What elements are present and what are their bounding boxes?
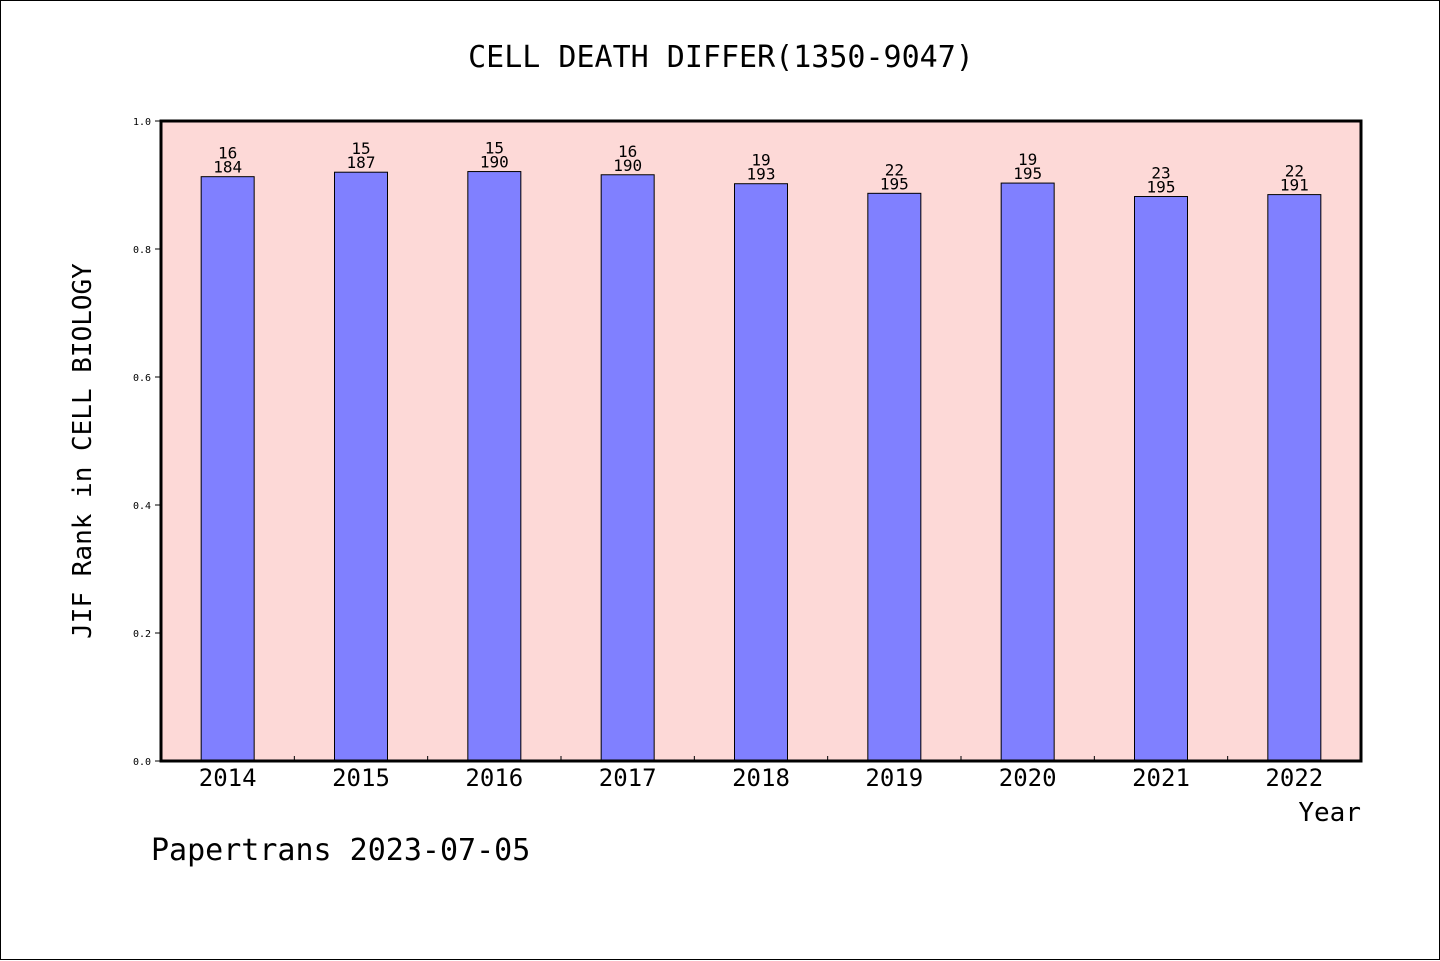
y-tick-label-0.8: 0.8 [133,245,151,256]
x-tick-label-2019: 2019 [865,764,923,792]
x-tick-label-2015: 2015 [332,764,390,792]
x-tick-label-2016: 2016 [465,764,523,792]
bar-label-rank-2021: 23 [1151,164,1170,183]
bar-label-total-2014: 184 [213,158,242,177]
bar-label-total-2015: 187 [347,153,376,172]
bar-label-total-2017: 190 [613,156,642,175]
bar-label-rank-2022: 22 [1285,162,1304,181]
bar-label-total-2022: 191 [1280,176,1309,195]
y-tick-label-0.4: 0.4 [133,501,151,512]
x-tick-label-2022: 2022 [1265,764,1323,792]
chart-title: CELL DEATH DIFFER(1350-9047) [468,40,974,75]
bar-2016 [467,171,522,762]
x-tick-label-2021: 2021 [1132,764,1190,792]
bar-2018 [734,183,788,762]
bar-label-rank-2014: 16 [218,144,237,163]
bar-2019 [867,192,922,762]
x-tick-label-2020: 2020 [999,764,1057,792]
y-tick-label-0.2: 0.2 [133,629,151,640]
bars-layer [200,171,1322,762]
bar-label-rank-2019: 22 [885,160,904,179]
bar-label-total-2018: 193 [747,165,776,184]
bar-label-rank-2020: 19 [1018,150,1037,169]
x-tick-label-2014: 2014 [199,764,257,792]
bar-label-rank-2018: 19 [751,151,770,170]
plot-frame [159,119,1363,763]
x-tick-label-2018: 2018 [732,764,790,792]
bar-2017 [600,174,655,762]
bar-label-total-2020: 195 [1013,164,1042,183]
y-tick-label-1.0: 1.0 [133,117,151,128]
bar-2020 [1000,182,1055,762]
y-axis-label: JIF Rank in CELL BIOLOGY [68,263,98,639]
bar-label-rank-2015: 15 [351,139,370,158]
x-axis-label: Year [1298,798,1361,828]
bar-2015 [334,171,388,762]
bar-label-rank-2017: 16 [618,142,637,161]
bar-label-total-2016: 190 [480,153,509,172]
bar-label-rank-2016: 15 [485,139,504,158]
bar-2022 [1267,194,1322,762]
bar-2014 [200,176,255,762]
x-tick-label-2017: 2017 [599,764,657,792]
footer-note: Papertrans 2023-07-05 [151,833,531,868]
bar-label-total-2019: 195 [880,174,909,193]
y-tick-label-0.0: 0.0 [133,757,151,768]
axis-layer: 2014 2015 2016 2017 2018 2019 2020 2021 2022 0.0 0… [133,117,1323,792]
bar-label-total-2021: 195 [1147,178,1176,197]
bar-2021 [1134,196,1188,762]
y-tick-label-0.6: 0.6 [133,373,151,384]
